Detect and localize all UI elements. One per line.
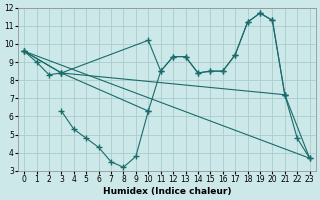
X-axis label: Humidex (Indice chaleur): Humidex (Indice chaleur): [103, 187, 231, 196]
